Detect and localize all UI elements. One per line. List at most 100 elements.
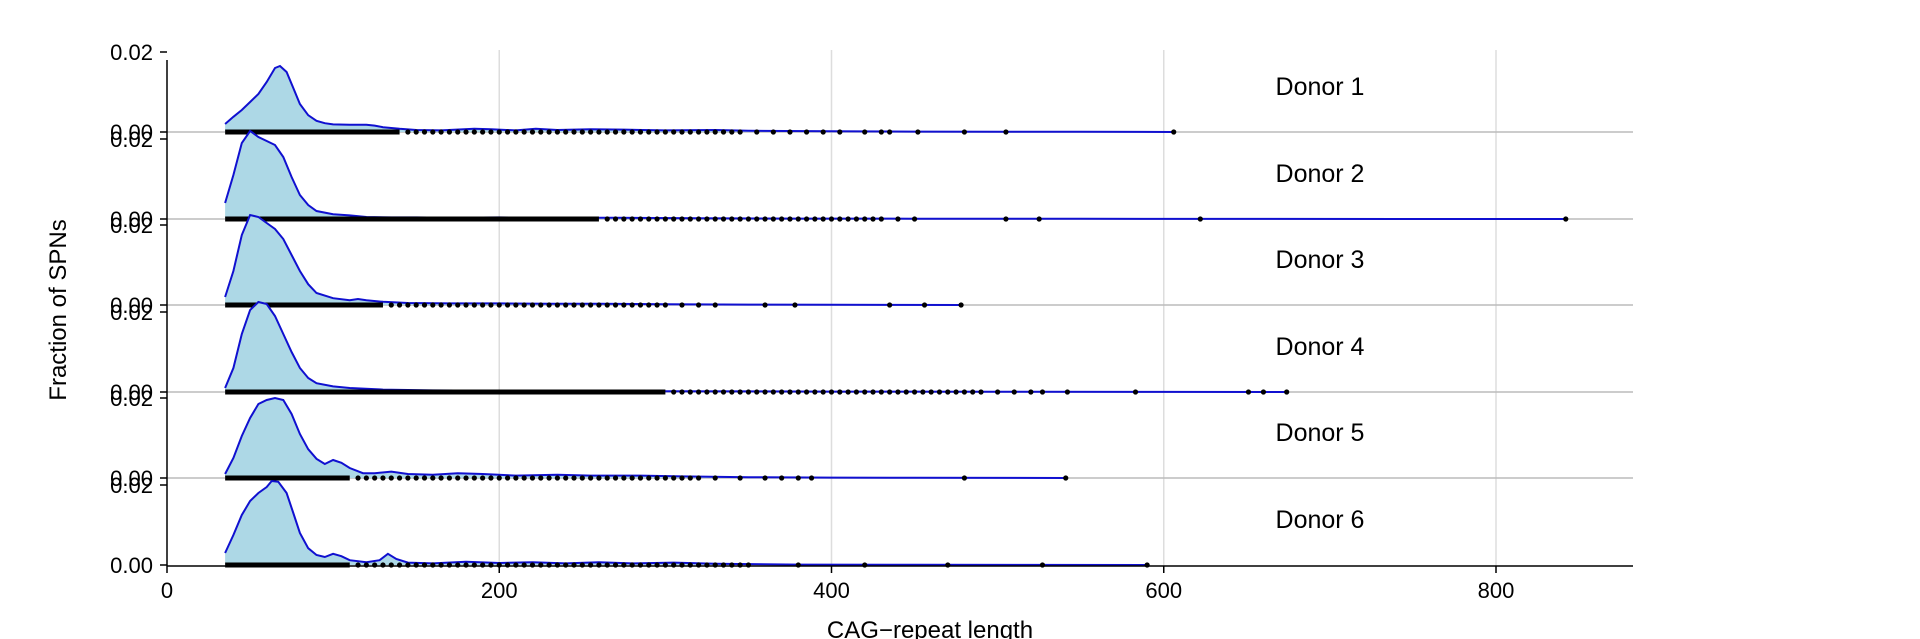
x-ticks: 0 200 400 600 800 bbox=[161, 566, 1514, 603]
rug-point bbox=[480, 302, 486, 308]
rug-point bbox=[421, 302, 428, 308]
rug-point bbox=[853, 389, 860, 395]
rug-point bbox=[396, 475, 403, 481]
rug-point bbox=[687, 389, 693, 395]
donor-label: Donor 6 bbox=[1276, 506, 1365, 534]
rug-point bbox=[696, 389, 702, 395]
x-axis-title: CAG−repeat length bbox=[827, 617, 1033, 639]
rug-point bbox=[837, 216, 843, 222]
rug-point bbox=[446, 562, 453, 568]
rug-point bbox=[853, 216, 860, 222]
rug-point bbox=[480, 129, 486, 135]
rug-point bbox=[920, 389, 926, 395]
y-tick-label: 0.02 bbox=[110, 40, 153, 65]
rug-point bbox=[720, 216, 727, 222]
rug-point bbox=[754, 389, 760, 395]
rug-point bbox=[604, 562, 610, 568]
rug-point bbox=[496, 475, 502, 481]
rug-point bbox=[696, 129, 702, 135]
rug-point bbox=[588, 129, 594, 135]
rug-point bbox=[513, 302, 519, 308]
rug-point bbox=[1260, 389, 1267, 395]
rug-point bbox=[654, 129, 660, 135]
rug-point bbox=[646, 129, 652, 135]
rug-point bbox=[637, 475, 644, 481]
rug-point bbox=[795, 389, 801, 395]
rug-point bbox=[953, 389, 959, 395]
rug-point bbox=[413, 129, 419, 135]
rug-point bbox=[862, 389, 868, 395]
rug-point bbox=[413, 302, 419, 308]
rug-point bbox=[720, 562, 727, 568]
rug-point bbox=[563, 562, 569, 568]
rug-point bbox=[729, 129, 735, 135]
rug-point bbox=[754, 129, 760, 135]
rug-point bbox=[696, 216, 702, 222]
rug-point bbox=[629, 302, 635, 308]
rug-point bbox=[471, 129, 477, 135]
density-line bbox=[224, 64, 1174, 133]
rug-point bbox=[513, 562, 519, 568]
rug-point bbox=[363, 475, 369, 481]
rug-point bbox=[961, 129, 968, 135]
rug-point bbox=[455, 302, 461, 308]
rug-point bbox=[421, 562, 428, 568]
rug-point bbox=[471, 302, 477, 308]
rug-point bbox=[1132, 389, 1139, 395]
rug-point bbox=[396, 562, 403, 568]
rug-point bbox=[887, 129, 893, 135]
rug-point bbox=[915, 129, 921, 135]
rug-point bbox=[521, 129, 527, 135]
rug-point bbox=[521, 562, 527, 568]
rug-point bbox=[862, 129, 868, 135]
rug-point bbox=[808, 475, 815, 481]
panel-6: 0.02 0.00 Donor 6 bbox=[110, 473, 1364, 578]
rug-point bbox=[762, 475, 768, 481]
rug-point bbox=[471, 562, 477, 568]
rug-point bbox=[712, 389, 718, 395]
rug-point bbox=[637, 302, 644, 308]
rug-point bbox=[571, 562, 577, 568]
y-tick-label: 0.02 bbox=[110, 386, 153, 411]
rug-point bbox=[571, 302, 577, 308]
rug-point bbox=[729, 216, 735, 222]
rug-point bbox=[911, 389, 918, 395]
rug-point bbox=[637, 216, 644, 222]
rug-point bbox=[679, 562, 685, 568]
x-tick-label: 400 bbox=[813, 578, 850, 603]
rug-point bbox=[687, 129, 693, 135]
rug-point bbox=[820, 389, 826, 395]
rug-point bbox=[712, 302, 718, 308]
rug-point bbox=[554, 475, 560, 481]
y-tick-label: 0.02 bbox=[110, 300, 153, 325]
rug-point bbox=[679, 129, 685, 135]
rug-point bbox=[679, 389, 685, 395]
rug-point bbox=[529, 562, 536, 568]
rug-point bbox=[671, 216, 677, 222]
rug-point bbox=[612, 302, 619, 308]
rug-point bbox=[928, 389, 934, 395]
rug-point bbox=[770, 389, 776, 395]
rug-point bbox=[792, 302, 798, 308]
rug-point bbox=[995, 389, 1001, 395]
rug-point bbox=[646, 302, 652, 308]
rug-point bbox=[480, 562, 486, 568]
rug-point bbox=[837, 389, 843, 395]
rug-point bbox=[671, 129, 677, 135]
rug-point bbox=[488, 302, 494, 308]
rug-point bbox=[355, 475, 361, 481]
rug-point bbox=[546, 475, 552, 481]
rug-point bbox=[521, 475, 527, 481]
rug-point bbox=[978, 389, 984, 395]
rug-point bbox=[646, 216, 652, 222]
rug-point bbox=[588, 302, 594, 308]
panel-1: 0.02 0.00 Donor 1 bbox=[110, 40, 1633, 145]
rug-point bbox=[704, 216, 710, 222]
axes bbox=[166, 60, 1633, 567]
rug-point bbox=[687, 216, 693, 222]
rug-point bbox=[921, 302, 928, 308]
rug-point bbox=[654, 562, 660, 568]
rug-point bbox=[745, 389, 752, 395]
rug-point bbox=[1028, 389, 1034, 395]
rug-point bbox=[621, 129, 627, 135]
